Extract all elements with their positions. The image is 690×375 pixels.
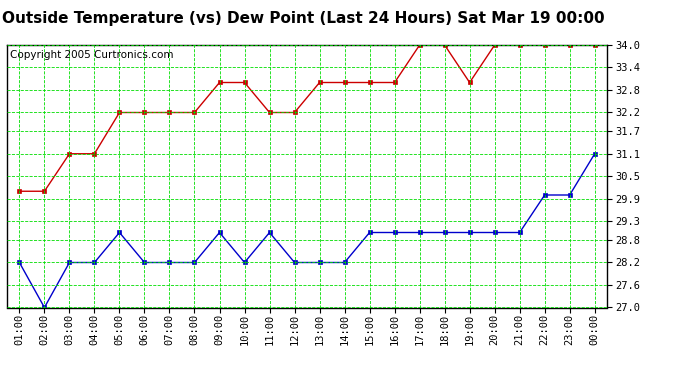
Text: Outside Temperature (vs) Dew Point (Last 24 Hours) Sat Mar 19 00:00: Outside Temperature (vs) Dew Point (Last… <box>2 11 605 26</box>
Text: Copyright 2005 Curtronics.com: Copyright 2005 Curtronics.com <box>10 50 173 60</box>
